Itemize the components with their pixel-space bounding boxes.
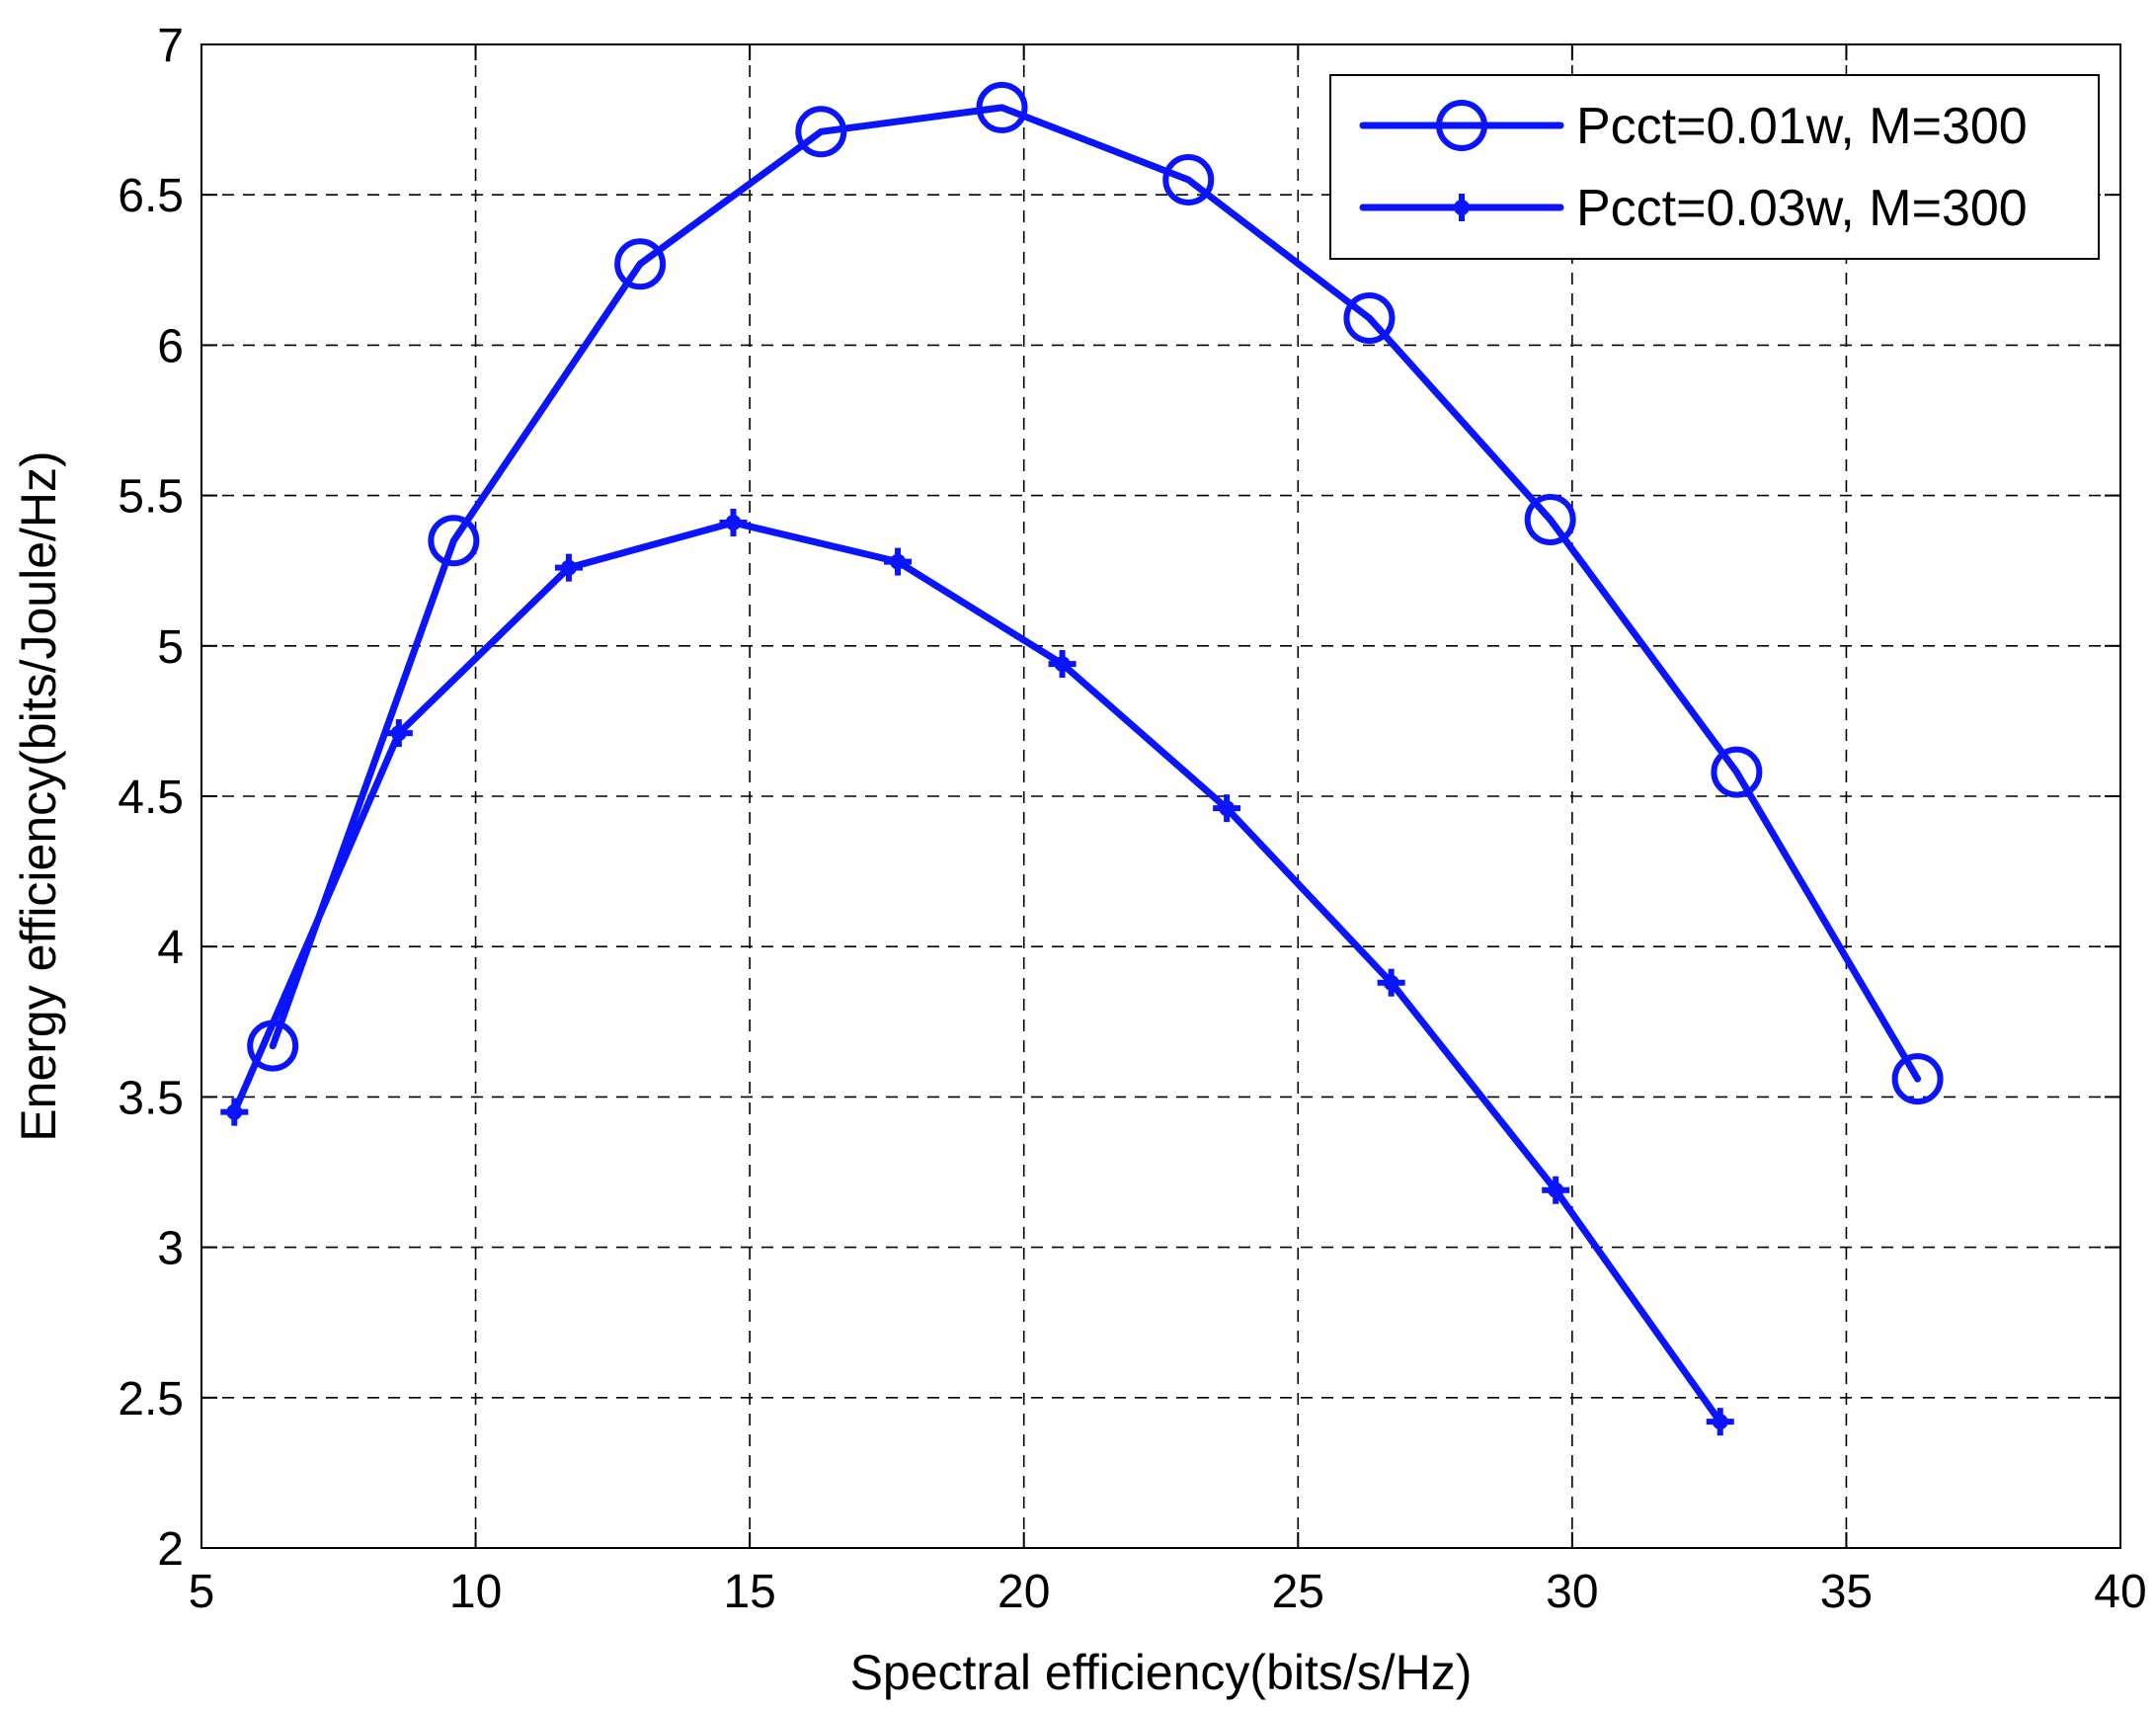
data-point-1-7 — [1343, 292, 1396, 345]
legend-marker-circle — [1436, 100, 1487, 151]
y-tick-label: 3.5 — [118, 1072, 184, 1124]
y-tick-label: 4 — [157, 922, 184, 974]
data-point-2-9 — [1542, 1176, 1570, 1204]
y-tick-label: 5 — [157, 621, 184, 674]
y-tick-label: 3 — [157, 1223, 184, 1275]
plus-marker-center — [1054, 656, 1071, 673]
plus-marker-center — [1548, 1182, 1564, 1198]
x-axis-label: Spectral efficiency(bits/s/Hz) — [850, 1645, 1473, 1700]
series-1 — [247, 81, 1944, 1105]
plot-frame — [200, 43, 2121, 1549]
plus-marker-center — [390, 725, 407, 742]
data-point-1-2 — [428, 515, 480, 567]
data-point-1-3 — [614, 238, 667, 290]
data-point-2-6 — [1048, 650, 1077, 679]
data-point-2-3 — [554, 553, 583, 582]
x-tick-label: 10 — [449, 1566, 502, 1618]
legend-marker-plus — [1448, 194, 1476, 221]
data-point-1-5 — [976, 81, 1028, 133]
y-axis-label: Energy efficiency(bits/Joule/Hz) — [11, 450, 66, 1141]
legend-marker-plus — [1448, 194, 1476, 221]
data-point-1-4 — [795, 106, 847, 158]
y-tick-label: 7 — [157, 20, 184, 72]
legend: Pcct=0.01w, M=300 Pcct=0.03w, M=300 — [1329, 74, 2100, 260]
plus-marker-center — [1712, 1414, 1728, 1430]
x-tick-label: 15 — [723, 1566, 775, 1618]
plus-marker-center — [1219, 800, 1236, 817]
plus-marker-center — [890, 553, 907, 570]
y-tick-label: 6 — [157, 320, 184, 372]
x-tick-label: 40 — [2094, 1566, 2146, 1618]
data-point-1-10 — [1891, 1053, 1944, 1105]
y-tick-label: 2.5 — [118, 1373, 184, 1426]
data-point-1-9 — [1711, 746, 1763, 798]
data-point-2-2 — [384, 719, 413, 748]
plus-marker-center — [226, 1103, 243, 1120]
y-tick-label: 6.5 — [118, 170, 184, 222]
x-tick-label: 35 — [1820, 1566, 1873, 1618]
plus-marker-center — [1383, 974, 1399, 991]
legend-marker-circle — [1436, 100, 1487, 151]
data-point-2-4 — [719, 508, 748, 536]
series-2 — [220, 508, 1734, 1436]
data-point-2-8 — [1377, 968, 1405, 997]
x-tick-label: 5 — [189, 1566, 215, 1618]
legend-entry-pcct-0-01w: Pcct=0.01w, M=300 — [1359, 98, 2028, 155]
x-tick-label: 20 — [998, 1566, 1050, 1618]
legend-label-pcct-0-01w: Pcct=0.01w, M=300 — [1576, 98, 2028, 155]
plus-marker-center — [1454, 200, 1470, 215]
grid — [201, 44, 2120, 1548]
y-tick-label: 2 — [157, 1523, 184, 1576]
data-point-1-8 — [1524, 493, 1576, 545]
data-point-2-1 — [220, 1098, 249, 1126]
legend-entry-pcct-0-03w: Pcct=0.03w, M=300 — [1359, 180, 2028, 237]
series-2-line — [230, 519, 1724, 1426]
x-tick-label: 25 — [1272, 1566, 1324, 1618]
tick-labels: 5 10 15 20 25 30 35 40 2 2.5 3 3.5 4 4.5 5 5.5 6 6.5 7 — [118, 20, 2146, 1618]
y-tick-label: 5.5 — [118, 471, 184, 524]
plus-marker-center — [725, 514, 742, 530]
data-point-2-5 — [884, 547, 913, 576]
data-point-2-10 — [1706, 1408, 1734, 1436]
y-tick-label: 4.5 — [118, 772, 184, 824]
data-point-1-6 — [1162, 153, 1215, 205]
data-point-2-7 — [1213, 794, 1241, 823]
legend-label-pcct-0-03w: Pcct=0.03w, M=300 — [1576, 180, 2028, 237]
series-1-line — [269, 104, 1922, 1083]
plus-marker-center — [560, 559, 577, 576]
series-layer — [220, 81, 1944, 1436]
tick-marks — [200, 43, 2121, 1549]
x-tick-label: 30 — [1546, 1566, 1598, 1618]
